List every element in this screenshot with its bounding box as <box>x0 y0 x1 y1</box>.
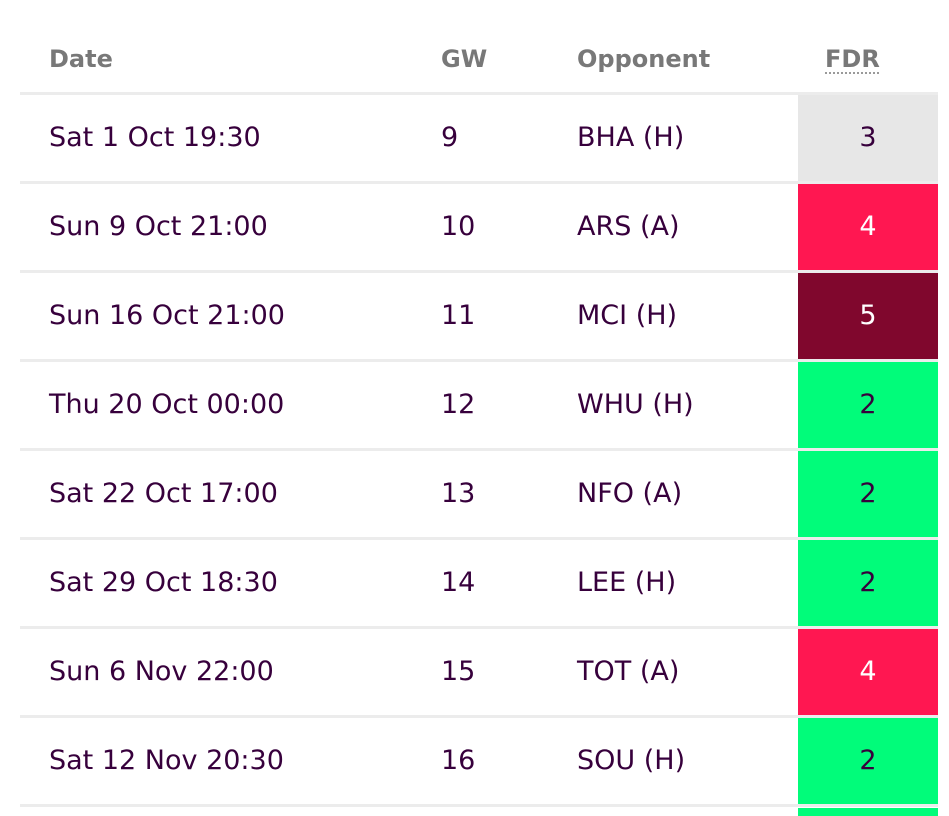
fixture-difficulty-badge: 2 <box>798 540 938 626</box>
fixture-opponent: WHU (H) <box>577 389 694 420</box>
fixture-difficulty-badge: 3 <box>798 95 938 181</box>
fixture-gameweek: 10 <box>441 211 476 242</box>
table-row: Sat 1 Oct 19:30 9 BHA (H) 3 <box>20 95 938 184</box>
fixture-difficulty-badge: 2 <box>798 718 938 804</box>
fixture-date: Sat 12 Nov 20:30 <box>49 745 284 776</box>
header-gameweek: GW <box>441 45 488 73</box>
table-row: Sat 29 Oct 18:30 14 LEE (H) 2 <box>20 540 938 629</box>
header-fdr-tooltip[interactable]: FDR <box>825 45 880 73</box>
fixture-gameweek: 14 <box>441 567 476 598</box>
fixture-gameweek: 12 <box>441 389 476 420</box>
fixture-opponent: NFO (A) <box>577 478 683 509</box>
fixture-date: Sat 22 Oct 17:00 <box>49 478 278 509</box>
fixture-date: Sun 9 Oct 21:00 <box>49 211 268 242</box>
fixture-gameweek: 9 <box>441 122 459 153</box>
fixture-difficulty-badge: 5 <box>798 273 938 359</box>
fixture-difficulty-badge: 2 <box>798 451 938 537</box>
fixture-gameweek: 15 <box>441 656 476 687</box>
fixture-gameweek: 16 <box>441 745 476 776</box>
fixture-difficulty-badge: 2 <box>798 362 938 448</box>
fixture-difficulty-badge: 4 <box>798 629 938 715</box>
header-opponent: Opponent <box>577 45 711 73</box>
table-header: Date GW Opponent FDR <box>20 0 938 95</box>
table-row: Sat 22 Oct 17:00 13 NFO (A) 2 <box>20 451 938 540</box>
fixture-date: Sat 1 Oct 19:30 <box>49 122 261 153</box>
fixture-opponent: LEE (H) <box>577 567 677 598</box>
fixture-date: Sun 6 Nov 22:00 <box>49 656 274 687</box>
fixture-opponent: TOT (A) <box>577 656 680 687</box>
fixture-difficulty-badge: 4 <box>798 184 938 270</box>
table-row: Sun 6 Nov 22:00 15 TOT (A) 4 <box>20 629 938 718</box>
fixture-date: Sun 16 Oct 21:00 <box>49 300 285 331</box>
fixture-opponent: SOU (H) <box>577 745 686 776</box>
fixture-date: Thu 20 Oct 00:00 <box>49 389 285 420</box>
fixture-opponent: BHA (H) <box>577 122 685 153</box>
header-date: Date <box>49 45 113 73</box>
fixture-date: Sat 29 Oct 18:30 <box>49 567 278 598</box>
fixture-opponent: MCI (H) <box>577 300 678 331</box>
table-row: Thu 20 Oct 00:00 12 WHU (H) 2 <box>20 362 938 451</box>
table-row: Sun 16 Oct 21:00 11 MCI (H) 5 <box>20 273 938 362</box>
fixture-opponent: ARS (A) <box>577 211 680 242</box>
table-row: Sun 9 Oct 21:00 10 ARS (A) 4 <box>20 184 938 273</box>
fixture-gameweek: 11 <box>441 300 476 331</box>
table-body: Sat 1 Oct 19:30 9 BHA (H) 3 Sun 9 Oct 21:00 1… <box>20 95 938 807</box>
next-row-fdr-cell <box>798 808 938 816</box>
table-row: Sat 12 Nov 20:30 16 SOU (H) 2 <box>20 718 938 807</box>
fixture-gameweek: 13 <box>441 478 476 509</box>
